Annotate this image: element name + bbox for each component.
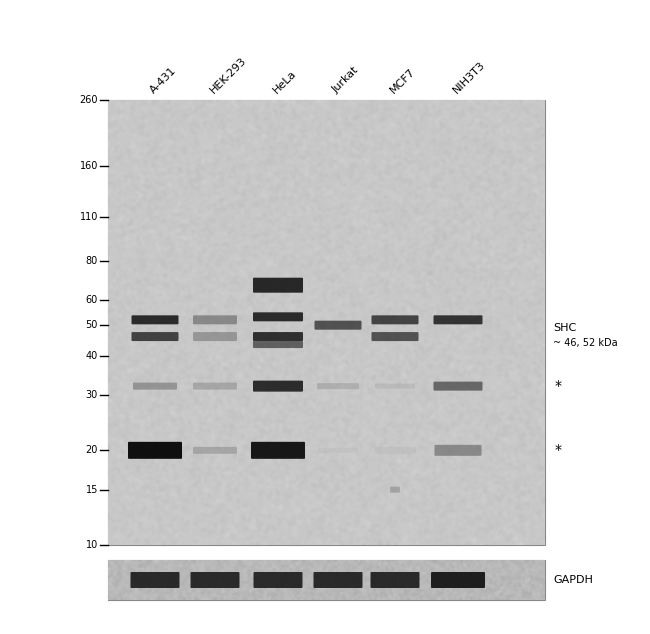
FancyBboxPatch shape (193, 315, 237, 325)
FancyBboxPatch shape (431, 572, 485, 588)
FancyBboxPatch shape (390, 487, 400, 493)
FancyBboxPatch shape (375, 384, 415, 389)
Text: MCF7: MCF7 (388, 66, 417, 95)
FancyBboxPatch shape (253, 341, 303, 348)
FancyBboxPatch shape (318, 448, 358, 453)
FancyBboxPatch shape (131, 315, 179, 325)
FancyBboxPatch shape (253, 380, 303, 392)
Text: SHC: SHC (553, 323, 577, 333)
Text: NIH3T3: NIH3T3 (451, 59, 487, 95)
FancyBboxPatch shape (253, 313, 303, 321)
FancyBboxPatch shape (128, 442, 182, 459)
FancyBboxPatch shape (251, 442, 305, 459)
Bar (108, 560, 545, 600)
FancyBboxPatch shape (193, 383, 237, 390)
Text: ~ 46, 52 kDa: ~ 46, 52 kDa (553, 338, 618, 347)
FancyBboxPatch shape (370, 572, 419, 588)
Text: 30: 30 (86, 390, 98, 400)
Text: 80: 80 (86, 256, 98, 266)
FancyBboxPatch shape (253, 332, 303, 341)
Text: HeLa: HeLa (271, 68, 298, 95)
FancyBboxPatch shape (434, 315, 482, 325)
Text: 15: 15 (86, 484, 98, 495)
FancyBboxPatch shape (253, 278, 303, 293)
FancyBboxPatch shape (193, 447, 237, 454)
FancyBboxPatch shape (133, 383, 177, 390)
FancyBboxPatch shape (372, 315, 419, 325)
FancyBboxPatch shape (374, 447, 416, 454)
FancyBboxPatch shape (254, 572, 302, 588)
Text: 50: 50 (86, 320, 98, 330)
Text: 260: 260 (79, 95, 98, 105)
Text: Jurkat: Jurkat (331, 65, 361, 95)
Text: *: * (555, 443, 562, 457)
Text: 110: 110 (79, 212, 98, 223)
FancyBboxPatch shape (315, 321, 361, 330)
FancyBboxPatch shape (131, 572, 179, 588)
Text: HEK-293: HEK-293 (208, 55, 248, 95)
Text: 160: 160 (79, 161, 98, 171)
FancyBboxPatch shape (434, 382, 482, 391)
Text: GAPDH: GAPDH (553, 575, 593, 585)
FancyBboxPatch shape (372, 332, 419, 341)
Text: A-431: A-431 (148, 65, 178, 95)
FancyBboxPatch shape (317, 383, 359, 389)
FancyBboxPatch shape (434, 445, 482, 456)
Text: 40: 40 (86, 351, 98, 361)
Text: *: * (555, 379, 562, 393)
Text: 10: 10 (86, 540, 98, 550)
Bar (108, 100, 545, 545)
FancyBboxPatch shape (313, 572, 363, 588)
Text: 20: 20 (86, 445, 98, 455)
FancyBboxPatch shape (190, 572, 239, 588)
Text: 60: 60 (86, 295, 98, 306)
FancyBboxPatch shape (131, 332, 179, 341)
FancyBboxPatch shape (193, 332, 237, 341)
